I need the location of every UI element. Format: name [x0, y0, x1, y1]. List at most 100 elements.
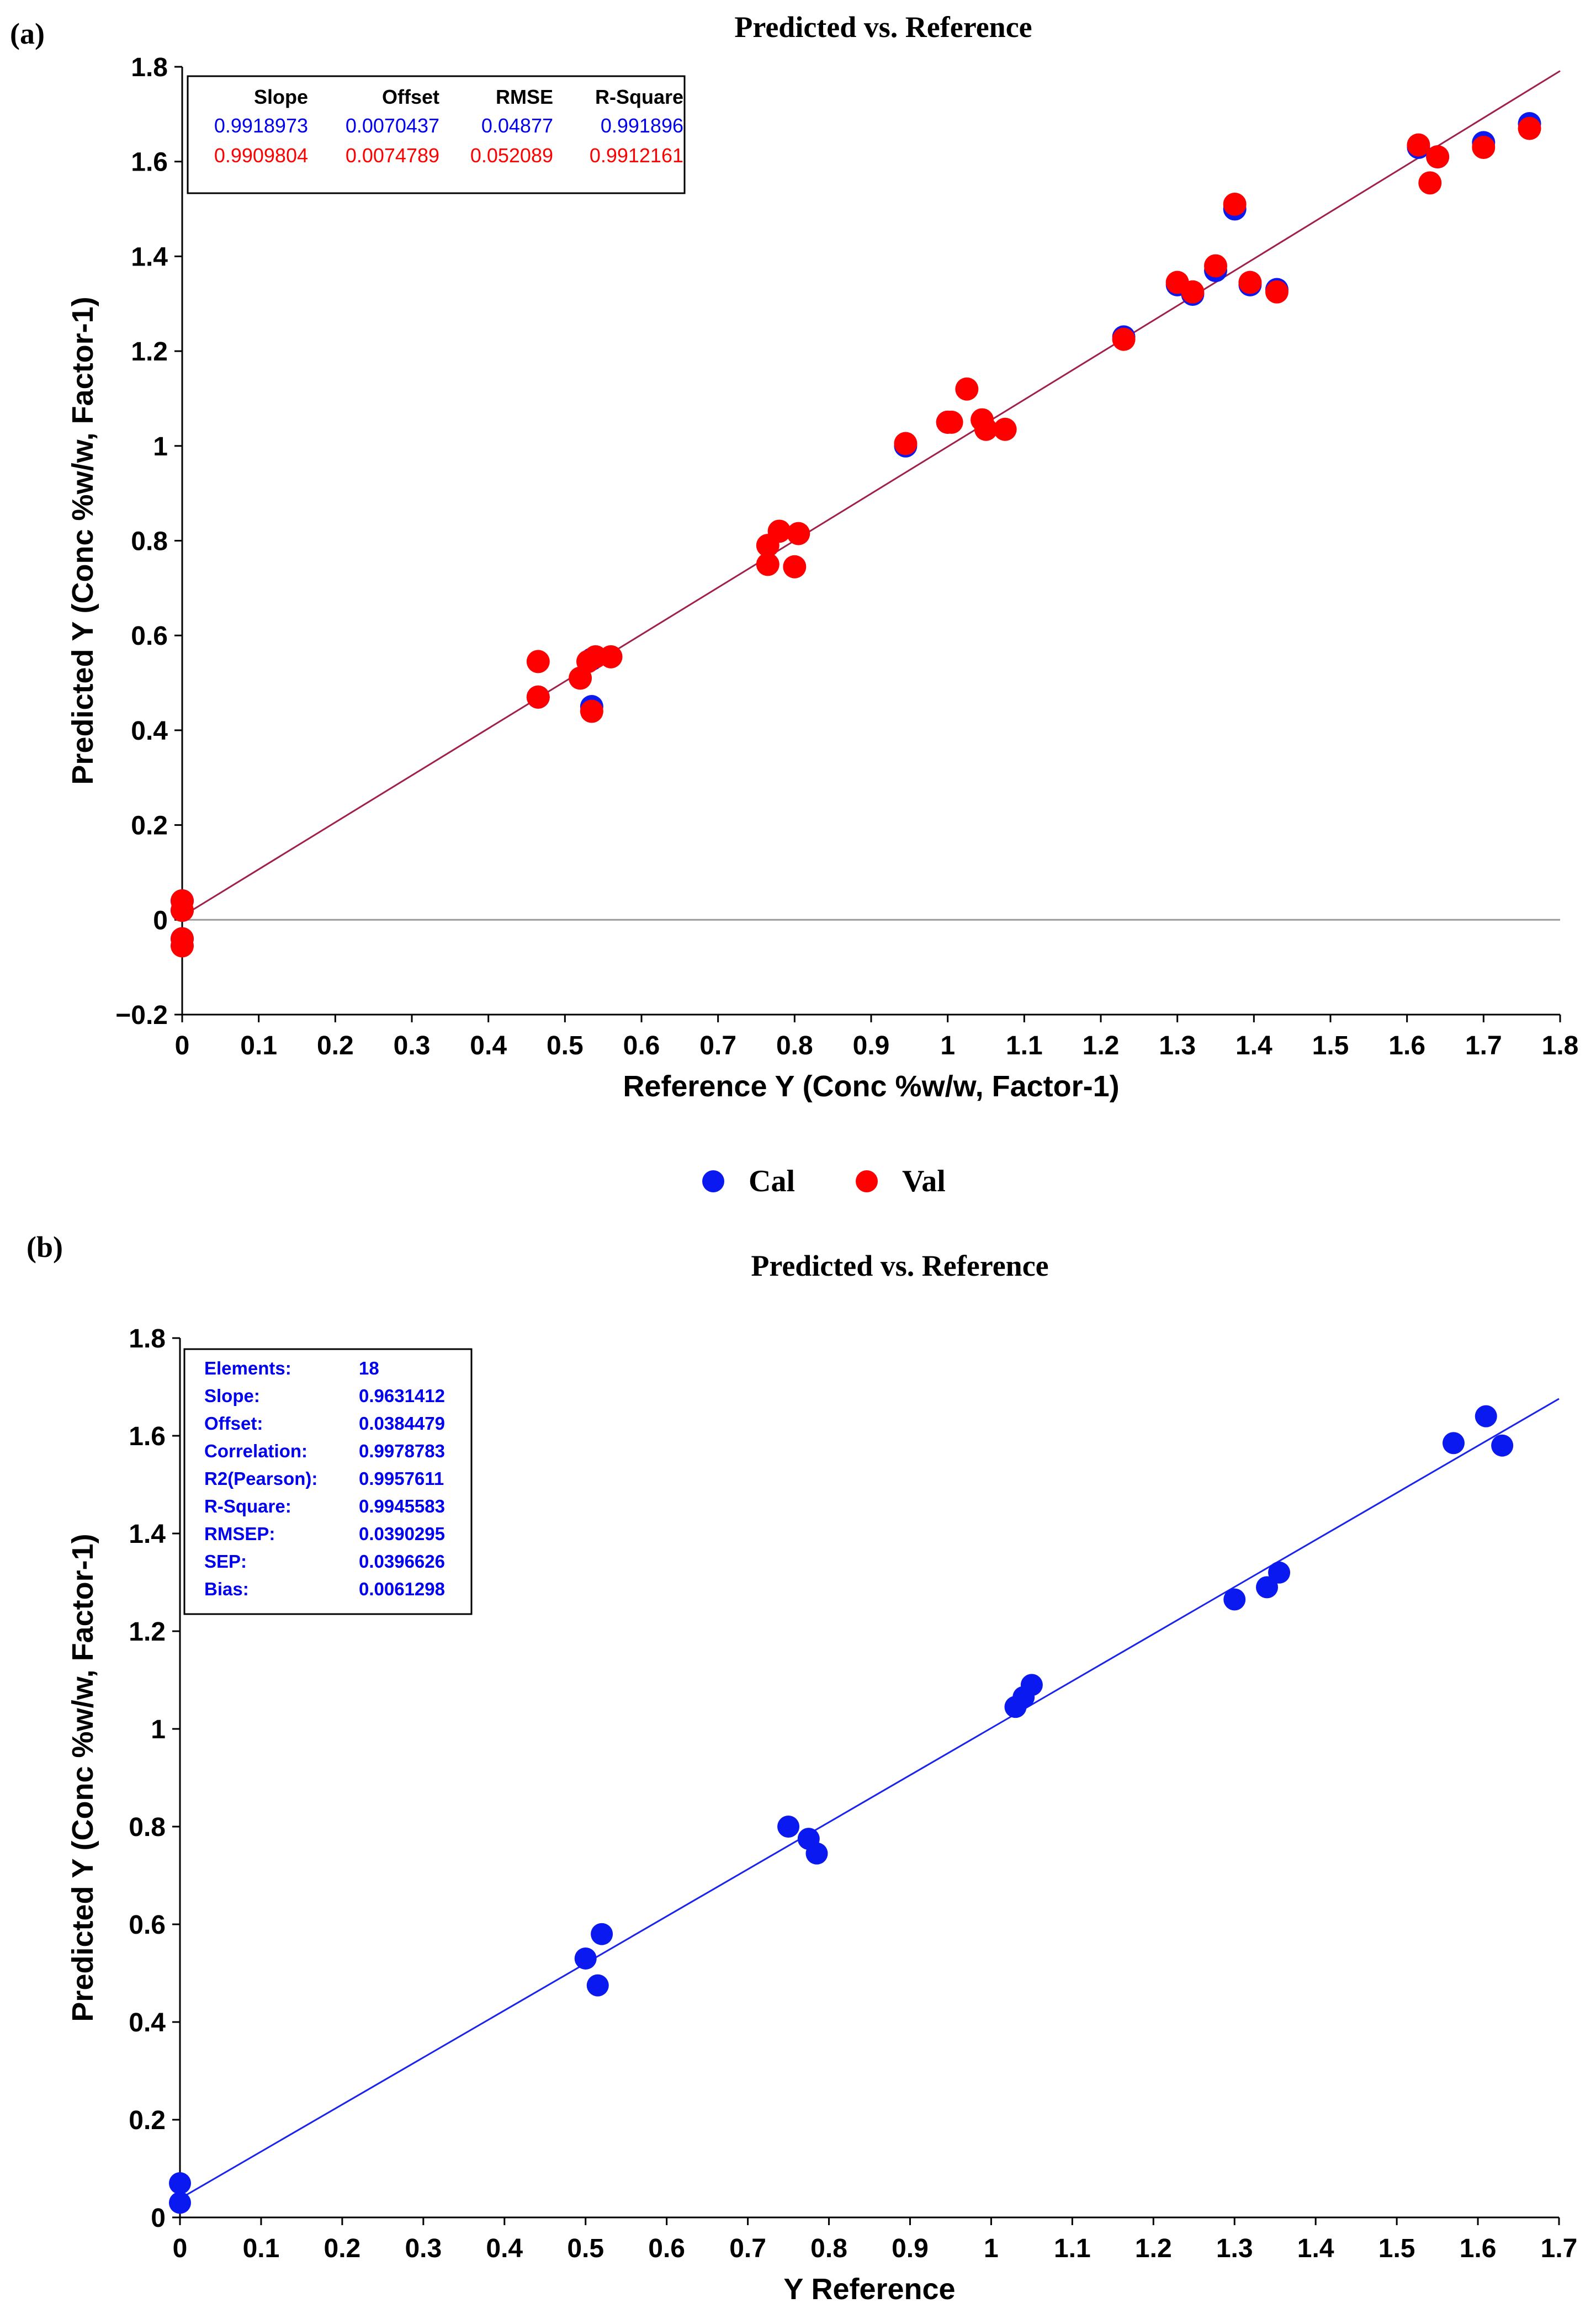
y-tick-label: 1.2: [129, 1617, 166, 1647]
val-point: [580, 699, 603, 723]
chart-a: 0 0.1 0.2 0.3 0.4 0.5 0.6 0.7 0.8 0.9 1 1.1 1.2 1.3 1.…: [66, 53, 1578, 1103]
x-tick-label: 0.5: [547, 1031, 584, 1060]
x-tick-label: 0.3: [394, 1031, 431, 1060]
stats-value: 0.9945583: [359, 1496, 445, 1516]
val-point: [599, 645, 623, 668]
chart-b: 0 0.1 0.2 0.3 0.4 0.5 0.6 0.7 0.8 0.9 1 1.1 1.2 1.3 1.…: [66, 1324, 1578, 2306]
stats-label: Slope:: [204, 1386, 260, 1406]
x-tick-label: 0.2: [317, 1031, 354, 1060]
legend-item-val: Val: [856, 1164, 946, 1199]
stats-label: SEP:: [204, 1551, 247, 1572]
x-tick-label: 1: [984, 2234, 999, 2263]
stats-cell: 0.052089: [470, 144, 553, 167]
val-point: [1518, 116, 1541, 140]
chart-a-title: Predicted vs. Reference: [734, 10, 1032, 44]
stats-cell: 0.04877: [481, 114, 553, 137]
x-tick-label: 0.1: [243, 2234, 280, 2263]
y-tick-label: 0.4: [131, 717, 168, 746]
val-point: [783, 555, 807, 579]
x-tick-label: 1.5: [1312, 1031, 1349, 1060]
x-tick-label: 1.4: [1297, 2234, 1334, 2263]
val-point: [1426, 145, 1450, 169]
y-tick-label: 1.4: [131, 242, 168, 272]
stats-box: [183, 1348, 473, 1615]
stats-label: Elements:: [204, 1358, 291, 1378]
val-point: [169, 2191, 191, 2214]
x-tick-label: 0.9: [892, 2234, 929, 2263]
stats-value: 0.0390295: [359, 1524, 445, 1544]
stats-label: Correlation:: [204, 1441, 307, 1461]
x-axis-label: Y Reference: [783, 2273, 955, 2306]
x-axis-label: Reference Y (Conc %w/w, Factor-1): [623, 1070, 1119, 1103]
val-point: [1407, 133, 1430, 157]
y-tick-label: 0.8: [131, 527, 168, 556]
stats-cell: 0.9918973: [214, 114, 308, 137]
x-tick-label: 0.7: [729, 2234, 766, 2263]
y-tick-label: 1.4: [129, 1520, 166, 1549]
legend-item-cal: Cal: [702, 1164, 795, 1199]
x-tick-label: 1.2: [1083, 1031, 1120, 1060]
y-tick-label: 0.6: [131, 622, 168, 651]
x-tick-label: 1.6: [1460, 2234, 1497, 2263]
y-tick-label: 0: [151, 2204, 166, 2233]
x-tick-label: 0.1: [240, 1031, 277, 1060]
val-point: [787, 522, 810, 545]
val-point: [940, 410, 963, 434]
stats-value: 0.9978783: [359, 1441, 445, 1461]
stats-value: 18: [359, 1358, 379, 1378]
x-tick-label: 1.2: [1135, 2234, 1172, 2263]
y-tick-label: 1.6: [129, 1422, 166, 1451]
stats-value: 0.0396626: [359, 1551, 445, 1572]
val-point: [974, 417, 998, 441]
x-tick-label: 1.7: [1541, 2234, 1578, 2263]
val-point: [1268, 1561, 1291, 1584]
panel-b-label: (b): [26, 1230, 63, 1264]
val-point: [1491, 1434, 1514, 1457]
val-point: [894, 432, 918, 455]
x-tick-label: 0.6: [648, 2234, 685, 2263]
legend-cal-label: Cal: [749, 1164, 795, 1198]
val-point: [586, 1974, 609, 1997]
val-point: [955, 377, 979, 401]
val-point: [526, 650, 550, 673]
val-point: [1223, 1588, 1246, 1611]
stats-label: R2(Pearson):: [204, 1468, 317, 1489]
x-tick-label: 0.7: [699, 1031, 736, 1060]
y-tick-label: 1: [151, 1715, 166, 1744]
x-tick-label: 0.4: [470, 1031, 507, 1060]
legend: Cal Val: [702, 1164, 1006, 1199]
val-point: [756, 553, 780, 576]
x-tick-label: 0.8: [776, 1031, 813, 1060]
val-point: [1418, 171, 1442, 195]
val-point: [1442, 1432, 1465, 1455]
x-tick-label: 0.5: [567, 2234, 604, 2263]
val-point: [767, 519, 791, 543]
x-tick-label: 0.9: [853, 1031, 890, 1060]
y-tick-label: 0: [153, 906, 168, 935]
y-tick-label: 0.2: [129, 2106, 166, 2135]
y-tick-label: 1: [153, 432, 168, 461]
stats-value: 0.9631412: [359, 1386, 445, 1406]
y-axis-label: Predicted Y (Conc %w/w, Factor-1): [66, 1533, 99, 2021]
stats-label: Bias:: [204, 1579, 249, 1599]
val-point: [171, 934, 194, 958]
stats-cell: 0.991896: [601, 114, 683, 137]
stats-label: Offset:: [204, 1413, 263, 1434]
y-tick-label: 1.2: [131, 337, 168, 367]
y-axis-label: Predicted Y (Conc %w/w, Factor-1): [66, 296, 99, 784]
x-tick-label: 0.8: [810, 2234, 847, 2263]
x-tick-label: 0: [175, 1031, 190, 1060]
x-tick-label: 0.4: [486, 2234, 523, 2263]
stats-header: Offset: [382, 86, 439, 108]
y-tick-label: 0.8: [129, 1813, 166, 1842]
x-tick-label: 1.4: [1236, 1031, 1272, 1060]
x-tick-label: 0.2: [324, 2234, 361, 2263]
x-tick-label: 1.1: [1006, 1031, 1043, 1060]
y-tick-label: 1.6: [131, 148, 168, 177]
x-tick-label: 1.7: [1465, 1031, 1502, 1060]
x-tick-label: 1: [940, 1031, 955, 1060]
x-tick-label: 1.3: [1159, 1031, 1196, 1060]
stats-header: RMSE: [496, 86, 553, 108]
x-tick-label: 1.3: [1216, 2234, 1253, 2263]
